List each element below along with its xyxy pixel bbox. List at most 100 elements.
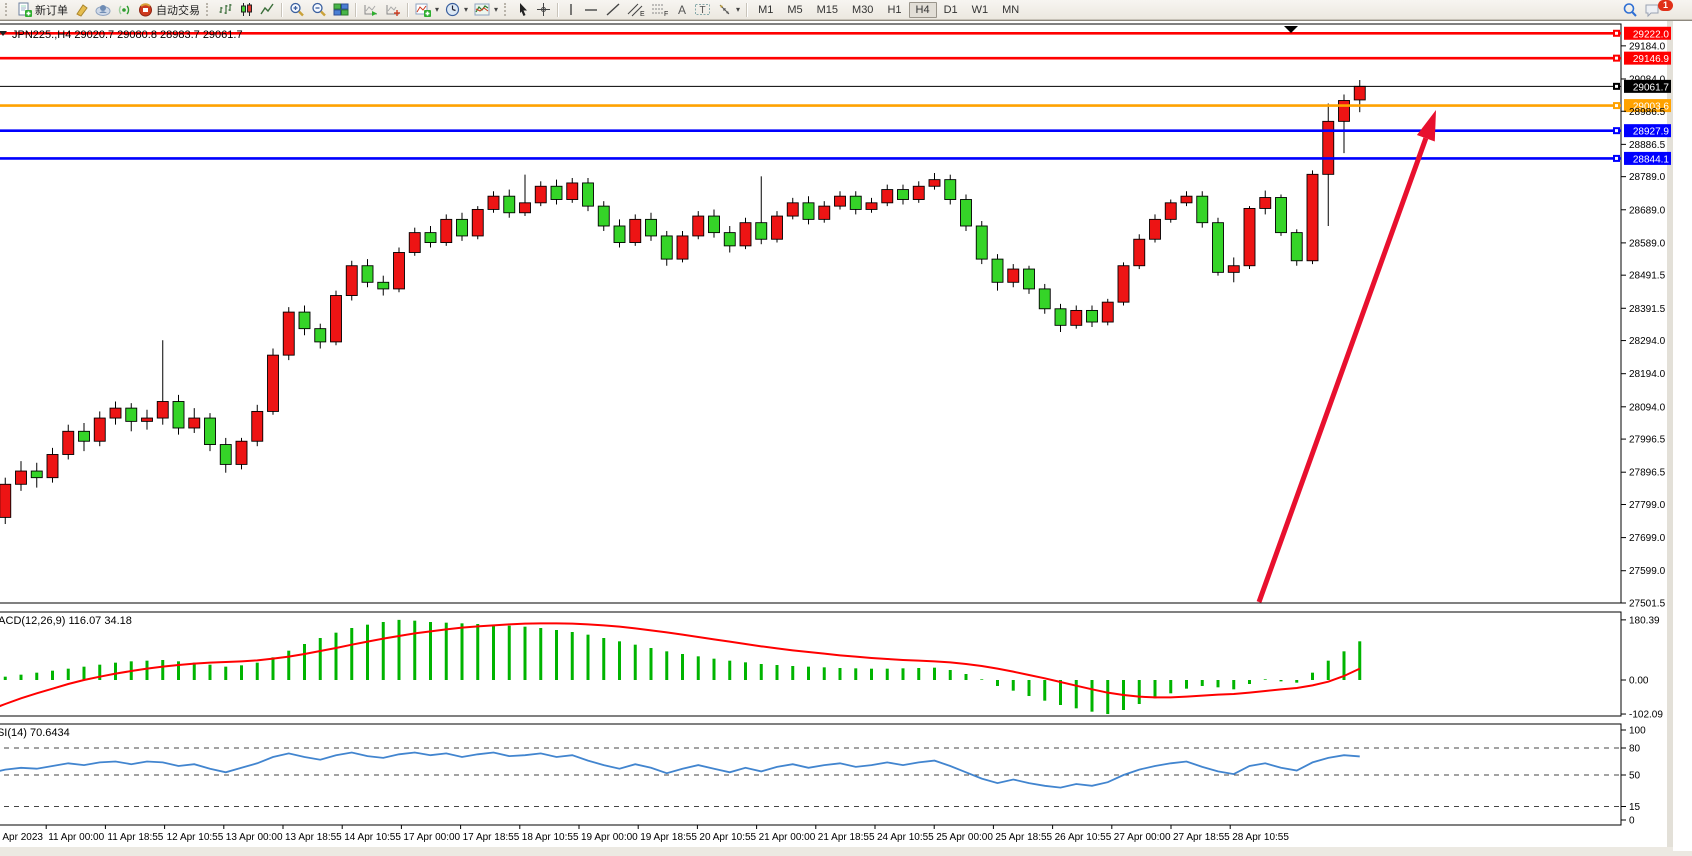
svg-text:F: F <box>664 11 668 17</box>
bar-chart-icon <box>219 4 232 14</box>
fibonacci-button[interactable]: F <box>648 1 672 18</box>
chat-button[interactable]: 1 <box>1641 0 1682 18</box>
timeframe-H1[interactable]: H1 <box>887 3 902 16</box>
svg-text:19 Apr 00:00: 19 Apr 00:00 <box>581 832 638 843</box>
trend-arrow-annotation[interactable] <box>1256 110 1436 603</box>
svg-text:0.00: 0.00 <box>1629 676 1649 687</box>
svg-text:27599.0: 27599.0 <box>1629 566 1666 577</box>
svg-text:25 Apr 18:55: 25 Apr 18:55 <box>995 832 1052 843</box>
timeframe-D1[interactable]: D1 <box>943 3 958 16</box>
scroll-position-marker-icon[interactable] <box>1284 26 1298 33</box>
templates-dropdown-arrow[interactable]: ▾ <box>494 5 499 14</box>
toolbar-grip[interactable] <box>504 3 510 16</box>
svg-text:29061.7: 29061.7 <box>1633 82 1670 93</box>
svg-text:21 Apr 18:55: 21 Apr 18:55 <box>818 832 875 843</box>
timeframe-M15[interactable]: M15 <box>816 3 839 16</box>
svg-text:80: 80 <box>1629 744 1641 755</box>
timeframe-W1[interactable]: W1 <box>971 3 989 16</box>
line-chart-button[interactable] <box>257 1 278 18</box>
macd-pane[interactable] <box>0 619 1362 715</box>
indicators-button[interactable]: ▾ <box>412 1 442 18</box>
chart-window[interactable]: 29222.0 29146.9 29061.7 29003.6 28927.9 28844… <box>0 20 1692 851</box>
horizontal-line-button[interactable] <box>580 1 602 18</box>
arrows-button[interactable]: ▾ <box>714 1 743 18</box>
svg-text:12 Apr 10:55: 12 Apr 10:55 <box>167 832 224 843</box>
svg-text:28194.0: 28194.0 <box>1629 369 1666 380</box>
svg-text:28094.0: 28094.0 <box>1629 402 1666 413</box>
cursor-icon <box>520 3 528 16</box>
svg-text:29184.0: 29184.0 <box>1629 41 1666 52</box>
price-level-lines[interactable] <box>0 29 1621 162</box>
chart-shift-button[interactable] <box>382 1 404 18</box>
highlighter-button[interactable] <box>71 1 92 18</box>
svg-text:18 Apr 10:55: 18 Apr 10:55 <box>522 832 579 843</box>
svg-text:28689.0: 28689.0 <box>1629 205 1666 216</box>
chart-canvas[interactable]: 29222.0 29146.9 29061.7 29003.6 28927.9 28844… <box>0 21 1692 851</box>
indicators-icon <box>415 3 431 17</box>
svg-text:27501.5: 27501.5 <box>1629 599 1666 610</box>
autotrading-icon <box>139 3 152 17</box>
community-button[interactable] <box>92 1 114 18</box>
autotrading-button[interactable]: 自动交易 <box>135 1 203 18</box>
timeframe-M1[interactable]: M1 <box>758 3 774 16</box>
svg-text:0: 0 <box>1629 816 1635 827</box>
rsi-pane[interactable] <box>0 747 1621 807</box>
equidistant-channel-button[interactable]: E <box>624 1 648 18</box>
timeframe-M5[interactable]: M5 <box>787 3 803 16</box>
svg-text:13 Apr 18:55: 13 Apr 18:55 <box>285 832 342 843</box>
svg-text:14 Apr 10:55: 14 Apr 10:55 <box>344 832 401 843</box>
auto-scroll-button[interactable] <box>360 1 382 18</box>
new-order-icon <box>18 2 32 17</box>
toolbar-separator <box>355 2 357 17</box>
svg-text:29222.0: 29222.0 <box>1633 29 1670 40</box>
candlestick-chart-button[interactable] <box>236 1 257 18</box>
indicators-dropdown-arrow[interactable]: ▾ <box>435 5 440 14</box>
price-axis[interactable]: 29222.0 29146.9 29061.7 29003.6 28927.9 28844… <box>1621 26 1671 827</box>
crosshair-button[interactable] <box>533 1 554 18</box>
autotrading-label: 自动交易 <box>156 4 200 17</box>
zoom-out-button[interactable] <box>308 1 330 18</box>
vertical-line-button[interactable] <box>562 1 580 18</box>
search-button[interactable] <box>1619 1 1641 18</box>
horizontal-line-icon <box>585 9 598 11</box>
cloud-user-icon <box>95 5 111 16</box>
svg-text:100: 100 <box>1629 726 1646 737</box>
timeframe-M30[interactable]: M30 <box>852 3 874 16</box>
zoom-in-button[interactable] <box>286 1 308 18</box>
fibonacci-icon: F <box>652 4 668 17</box>
arrows-icon <box>719 4 730 15</box>
cursor-button[interactable] <box>513 1 533 18</box>
bar-chart-button[interactable] <box>215 1 236 18</box>
svg-text:A: A <box>678 3 686 17</box>
timeframe-buttons: M1 M5 M15 M30 H1 H4 D1 W1 MN <box>751 1 1026 18</box>
new-order-button[interactable]: 新订单 <box>14 1 71 18</box>
arrows-dropdown-arrow[interactable]: ▾ <box>736 5 741 14</box>
periods-button[interactable]: ▾ <box>442 1 471 18</box>
signal-button[interactable] <box>114 1 135 18</box>
svg-text:28844.1: 28844.1 <box>1633 154 1670 165</box>
timeframe-H4[interactable]: H4 <box>908 1 937 18</box>
text-button[interactable]: A <box>672 1 691 18</box>
svg-text:13 Apr 00:00: 13 Apr 00:00 <box>226 832 283 843</box>
text-label-button[interactable]: T <box>691 1 714 18</box>
svg-text:27 Apr 00:00: 27 Apr 00:00 <box>1114 832 1171 843</box>
title-collapse-arrow-icon[interactable] <box>0 31 7 36</box>
svg-text:15: 15 <box>1629 802 1641 813</box>
svg-text:11 Apr 18:55: 11 Apr 18:55 <box>107 832 163 843</box>
toolbar-separator <box>407 2 409 17</box>
periods-dropdown-arrow[interactable]: ▾ <box>464 5 469 14</box>
main-toolbar: 新订单 自动交易 <box>0 0 1692 20</box>
trendline-button[interactable] <box>602 1 624 18</box>
tile-windows-button[interactable] <box>330 1 352 18</box>
toolbar-separator <box>557 2 560 17</box>
new-order-label: 新订单 <box>35 4 68 17</box>
crosshair-icon <box>537 3 551 16</box>
toolbar-grip[interactable] <box>206 3 212 16</box>
templates-button[interactable]: ▾ <box>471 1 501 18</box>
text-icon: A <box>678 3 686 17</box>
toolbar-separator <box>281 2 283 17</box>
svg-text:-102.09: -102.09 <box>1629 710 1663 721</box>
timeframe-MN[interactable]: MN <box>1002 3 1020 16</box>
toolbar-grip[interactable] <box>5 3 11 16</box>
